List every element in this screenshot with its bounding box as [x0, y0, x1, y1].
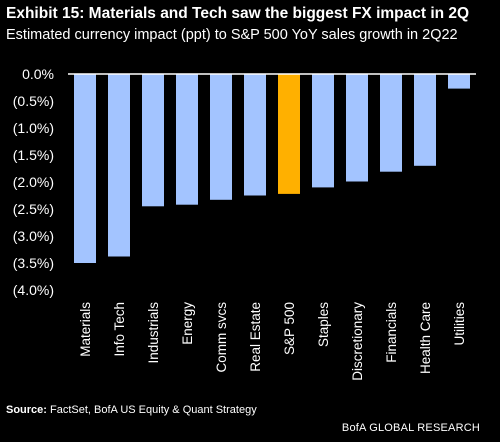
bar	[210, 74, 232, 200]
source-text: FactSet, BofA US Equity & Quant Strategy	[50, 404, 257, 416]
bar	[448, 74, 470, 89]
bar	[278, 74, 300, 194]
x-category-label: Real Estate	[248, 302, 263, 372]
y-tick-label: (3.5%)	[13, 255, 54, 271]
y-tick-label: (2.0%)	[13, 174, 54, 190]
bar	[108, 74, 130, 257]
source-label: Source:	[6, 404, 47, 416]
bar-chart: 0.0% (0.5%) (1.0%) (1.5%) (2.0%) (2.5%) (3.0%)…	[13, 66, 476, 381]
y-tick-label: 0.0%	[22, 66, 54, 82]
x-category-label: Health Care	[418, 302, 433, 374]
x-category-label: Staples	[316, 302, 331, 347]
x-category-label: Industrials	[146, 302, 161, 364]
x-axis-labels: Materials Info Tech Industrials Energy Comm …	[78, 302, 467, 381]
chart-subtitle: Estimated currency impact (ppt) to S&P 5…	[6, 27, 458, 43]
x-category-label: Financials	[384, 302, 399, 363]
x-category-label: Utilities	[452, 302, 467, 346]
y-tick-label: (0.5%)	[13, 93, 54, 109]
bar	[176, 74, 198, 205]
bar	[142, 74, 164, 207]
x-category-label: Discretionary	[350, 302, 365, 381]
y-tick-label: (1.5%)	[13, 147, 54, 163]
x-category-label: Materials	[78, 302, 93, 357]
x-category-label: Info Tech	[112, 302, 127, 357]
x-category-label: Comm svcs	[214, 302, 229, 373]
bar	[74, 74, 96, 263]
bar	[346, 74, 368, 182]
y-axis-ticks: 0.0% (0.5%) (1.0%) (1.5%) (2.0%) (2.5%) (3.0%)…	[13, 66, 54, 298]
bar	[244, 74, 266, 196]
bars	[74, 74, 470, 263]
y-tick-label: (2.5%)	[13, 201, 54, 217]
bar	[414, 74, 436, 166]
x-category-label: Energy	[180, 302, 195, 345]
y-tick-label: (3.0%)	[13, 228, 54, 244]
x-category-label: S&P 500	[282, 302, 297, 355]
chart-title: Exhibit 15: Materials and Tech saw the b…	[6, 5, 470, 22]
y-tick-label: (4.0%)	[13, 282, 54, 298]
brand-label: BofA GLOBAL RESEARCH	[341, 422, 480, 434]
bar	[380, 74, 402, 172]
y-tick-label: (1.0%)	[13, 120, 54, 136]
bar	[312, 74, 334, 188]
source-note: Source: FactSet, BofA US Equity & Quant …	[6, 404, 257, 416]
